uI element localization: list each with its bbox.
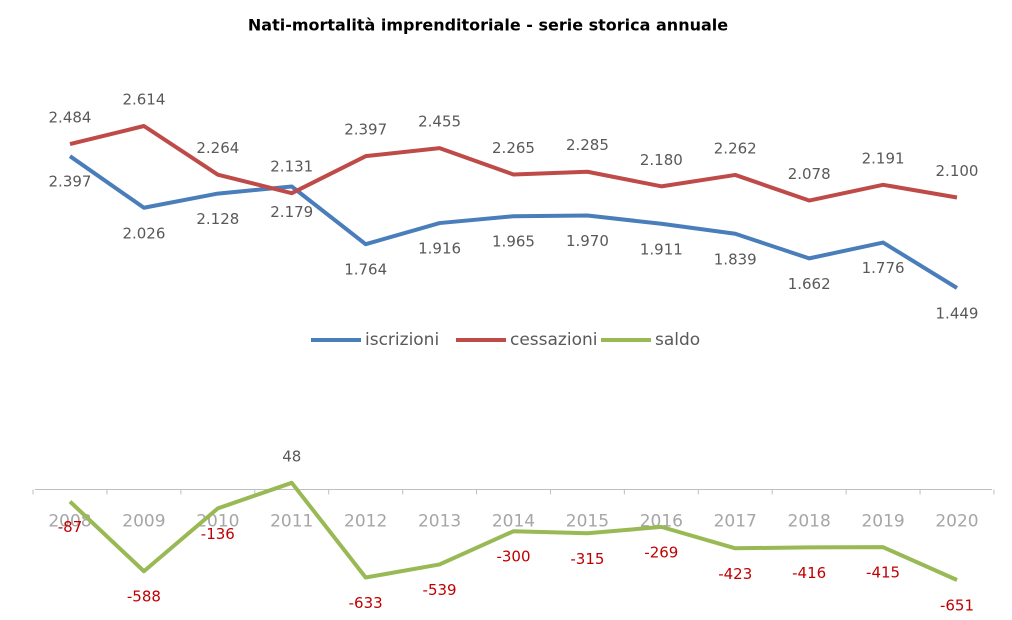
data-label: -87 <box>58 518 83 536</box>
data-label: -633 <box>349 594 383 612</box>
data-label: -136 <box>201 525 235 543</box>
data-label: -269 <box>644 543 678 561</box>
data-label: 2.455 <box>418 113 461 131</box>
legend-label: cessazioni <box>510 330 597 350</box>
x-tick-label: 2018 <box>788 511 831 531</box>
legend-label: saldo <box>655 330 700 350</box>
data-label: 2.397 <box>344 121 387 139</box>
data-label: 2.191 <box>862 149 905 167</box>
data-label: 2.100 <box>936 162 979 180</box>
data-label: 48 <box>282 447 301 465</box>
x-tick-label: 2009 <box>122 511 165 531</box>
data-label: 1.839 <box>714 250 757 268</box>
x-tick-label: 2020 <box>935 511 978 531</box>
data-label: 2.026 <box>122 224 165 242</box>
data-label: 2.484 <box>49 109 92 127</box>
line-series <box>68 154 959 290</box>
data-label: -588 <box>127 588 161 606</box>
data-label: 1.662 <box>788 275 831 293</box>
data-label: -315 <box>570 550 604 568</box>
data-label: 2.078 <box>788 165 831 183</box>
x-tick-label: 2008 <box>48 511 91 531</box>
x-tick-label: 2012 <box>344 511 387 531</box>
data-label: 2.264 <box>196 139 239 157</box>
x-tick-label: 2013 <box>418 511 461 531</box>
data-label: -416 <box>792 564 826 582</box>
x-tick-label: 2019 <box>861 511 904 531</box>
data-label: 1.916 <box>418 240 461 258</box>
data-label: 1.970 <box>566 232 609 250</box>
line-series <box>69 124 958 203</box>
data-label: -300 <box>496 548 530 566</box>
x-tick-label: 2014 <box>492 511 535 531</box>
data-label: 2.180 <box>640 151 683 169</box>
data-label: -423 <box>718 565 752 583</box>
chart-title: Nati-mortalità imprenditoriale - serie s… <box>248 16 728 35</box>
data-label: 2.265 <box>492 139 535 157</box>
data-label: 1.965 <box>492 233 535 251</box>
data-label: 2.262 <box>714 139 757 157</box>
data-label: 1.911 <box>640 240 683 258</box>
line-series <box>68 480 958 582</box>
data-label: 2.128 <box>196 210 239 228</box>
data-label: -651 <box>940 597 974 615</box>
data-label: 2.614 <box>122 91 165 109</box>
data-label: 2.285 <box>566 136 609 154</box>
data-label: 1.776 <box>862 259 905 277</box>
legend-label: iscrizioni <box>365 330 439 350</box>
x-tick-label: 2011 <box>270 511 313 531</box>
data-label: 2.397 <box>49 173 92 191</box>
data-label: -539 <box>423 581 457 599</box>
data-label: 2.131 <box>270 158 313 176</box>
x-tick-label: 2015 <box>566 511 609 531</box>
data-label: -415 <box>866 564 900 582</box>
data-label: 1.449 <box>936 304 979 322</box>
x-tick-label: 2017 <box>714 511 757 531</box>
data-label: 2.179 <box>270 203 313 221</box>
data-label: 1.764 <box>344 261 387 279</box>
